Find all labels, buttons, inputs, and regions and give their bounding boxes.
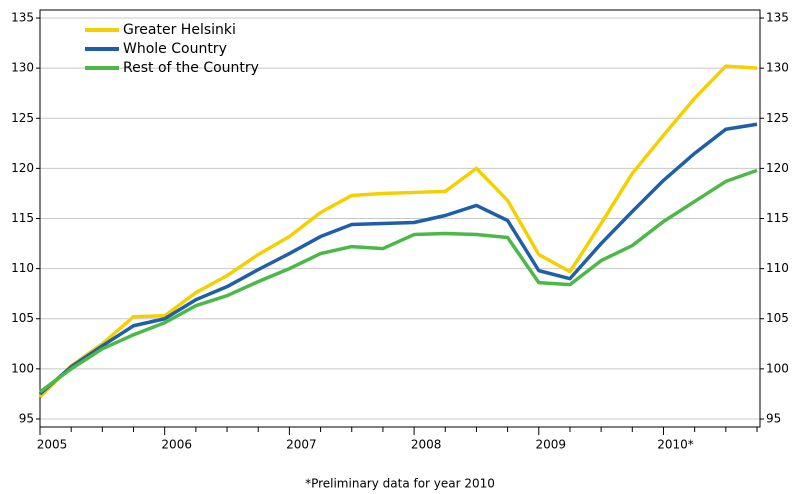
footnote: *Preliminary data for year 2010: [305, 477, 495, 491]
y2-tick-label: 105: [766, 311, 789, 325]
y-tick-label: 100: [11, 361, 34, 375]
y2-tick-label: 125: [766, 111, 789, 125]
y-tick-label: 105: [11, 311, 34, 325]
y2-tick-label: 95: [766, 411, 781, 425]
x-tick-label: 2005: [37, 438, 68, 452]
x-tick-label: 2009: [536, 438, 567, 452]
y-tick-label: 95: [19, 411, 34, 425]
y-tick-label: 120: [11, 161, 34, 175]
x-tick-label: 2010*: [657, 438, 694, 452]
y2-tick-label: 135: [766, 11, 789, 25]
legend-label: Rest of the Country: [123, 60, 259, 76]
x-tick-label: 2006: [161, 438, 192, 452]
y-tick-label: 115: [11, 211, 34, 225]
x-tick-label: 2008: [411, 438, 442, 452]
x-tick-label: 2007: [286, 438, 317, 452]
y-tick-label: 130: [11, 61, 34, 75]
line: [38, 168, 758, 394]
legend-label: Whole Country: [123, 41, 227, 57]
legend-label: Greater Helsinki: [123, 22, 236, 38]
y2-tick-label: 110: [766, 261, 789, 275]
y-tick-label: 135: [11, 11, 34, 25]
y2-tick-label: 130: [766, 61, 789, 75]
line: [38, 122, 758, 396]
y-tick-label: 110: [11, 261, 34, 275]
y2-tick-label: 115: [766, 211, 789, 225]
y2-tick-label: 120: [766, 161, 789, 175]
line: [38, 64, 758, 399]
y-tick-label: 125: [11, 111, 34, 125]
y2-tick-label: 100: [766, 361, 789, 375]
plot-frame: [39, 9, 761, 428]
